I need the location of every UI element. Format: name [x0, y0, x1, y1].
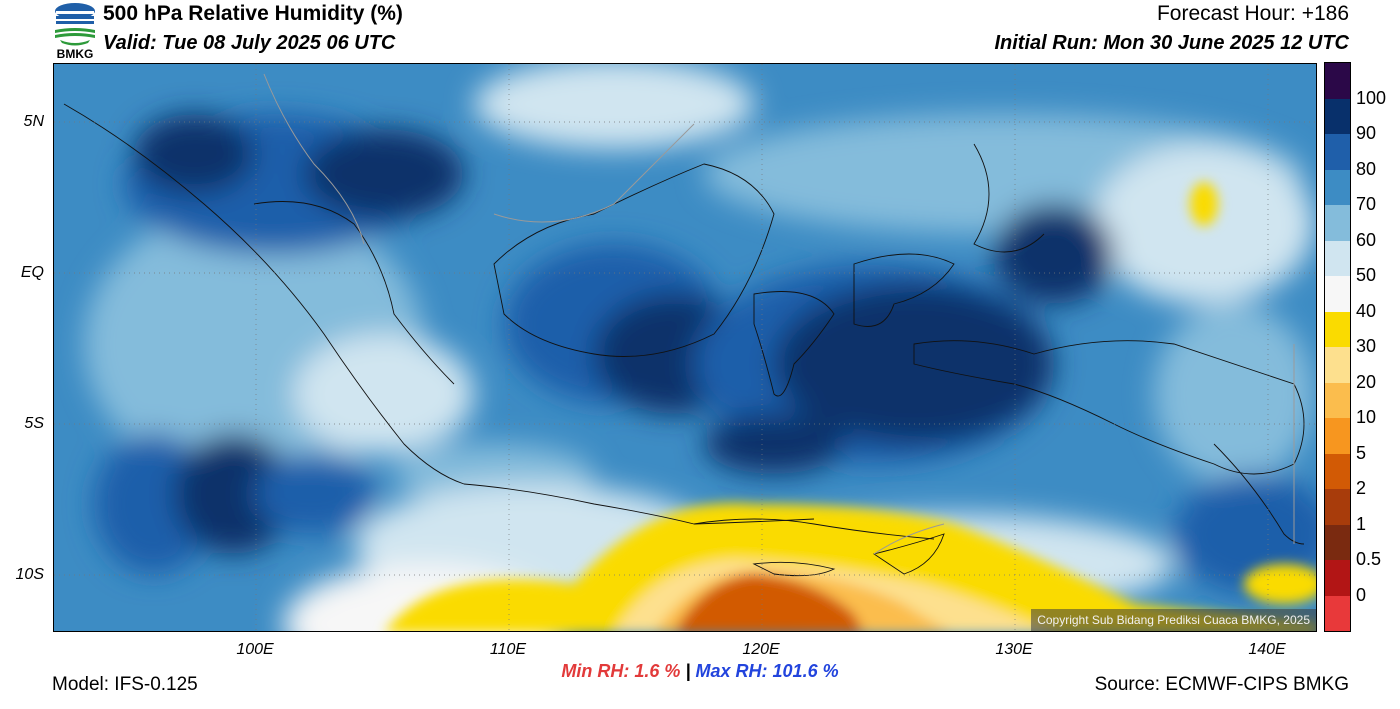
gridlines: [54, 64, 1316, 631]
logo-text: BMKG: [57, 47, 94, 60]
colorbar-swatch: [1325, 63, 1350, 99]
colorbar: [1324, 62, 1351, 632]
lon-label-110e: 110E: [489, 641, 527, 658]
colorbar-swatch: [1325, 453, 1350, 489]
colorbar-label: 100: [1356, 87, 1387, 108]
colorbar-swatch: [1325, 240, 1350, 276]
forecast-hour: Forecast Hour: +186: [1156, 2, 1349, 25]
colorbar-swatch: [1325, 134, 1350, 170]
colorbar-label: 0.5: [1356, 549, 1382, 569]
colorbar-label: 30: [1356, 336, 1377, 356]
lon-label-130e: 130E: [995, 641, 1033, 658]
colorbar-swatch: [1325, 169, 1350, 205]
colorbar-label: 60: [1356, 229, 1377, 250]
borders: [263, 73, 1295, 555]
colorbar-label: 40: [1356, 300, 1377, 321]
colorbar-label: 5: [1356, 442, 1367, 463]
lat-label-10s: 10S: [15, 566, 44, 583]
colorbar-label: 1: [1356, 513, 1367, 534]
colorbar-label: 20: [1356, 371, 1377, 392]
lat-label-eq: EQ: [20, 264, 44, 281]
colorbar-label: 90: [1356, 123, 1377, 143]
lon-label-140e: 140E: [1248, 641, 1286, 658]
colorbar-swatch: [1325, 276, 1350, 312]
colorbar-label: 0: [1356, 584, 1367, 605]
map-title: 500 hPa Relative Humidity (%): [103, 2, 403, 25]
coastlines: [63, 103, 1305, 577]
min-rh-label: Min RH:: [561, 661, 630, 681]
min-rh-value: 1.6 %: [634, 661, 681, 681]
colorbar-swatch: [1325, 347, 1350, 383]
colorbar-label: 2: [1356, 478, 1367, 498]
colorbar-swatch: [1325, 524, 1350, 560]
model-label: Model: IFS-0.125: [52, 674, 198, 695]
lon-label-120e: 120E: [742, 641, 780, 658]
lat-label-5n: 5N: [23, 113, 44, 130]
valid-time: Valid: Tue 08 July 2025 06 UTC: [103, 32, 396, 54]
min-max-separator: |: [685, 661, 691, 681]
colorbar-swatch: [1325, 311, 1350, 347]
colorbar-swatch: [1325, 560, 1350, 596]
lat-label-5s: 5S: [24, 415, 44, 432]
colorbar-swatch: [1325, 418, 1350, 454]
colorbar-swatch: [1325, 382, 1350, 418]
bmkg-logo: BMKG: [52, 2, 98, 61]
max-rh-value: 101.6 %: [772, 661, 839, 681]
colorbar-swatch: [1325, 595, 1350, 631]
copyright-note: Copyright Sub Bidang Prediksi Cuaca BMKG…: [1031, 609, 1316, 631]
source-label: Source: ECMWF-CIPS BMKG: [1094, 674, 1349, 695]
colorbar-swatch: [1325, 205, 1350, 241]
colorbar-label: 70: [1356, 194, 1377, 214]
humidity-map: Copyright Sub Bidang Prediksi Cuaca BMKG…: [53, 63, 1317, 632]
colorbar-label: 80: [1356, 158, 1377, 179]
initial-run: Initial Run: Mon 30 June 2025 12 UTC: [994, 32, 1349, 54]
colorbar-swatch: [1325, 489, 1350, 525]
colorbar-swatch: [1325, 98, 1350, 134]
lon-label-100e: 100E: [236, 641, 274, 658]
dry-tongue: [385, 182, 1316, 631]
max-rh-label: Max RH:: [695, 661, 768, 681]
colorbar-label: 10: [1356, 407, 1377, 427]
colorbar-label: 50: [1356, 265, 1377, 285]
min-max-line: Min RH: 1.6 % | Max RH: 101.6 %: [0, 661, 1400, 682]
